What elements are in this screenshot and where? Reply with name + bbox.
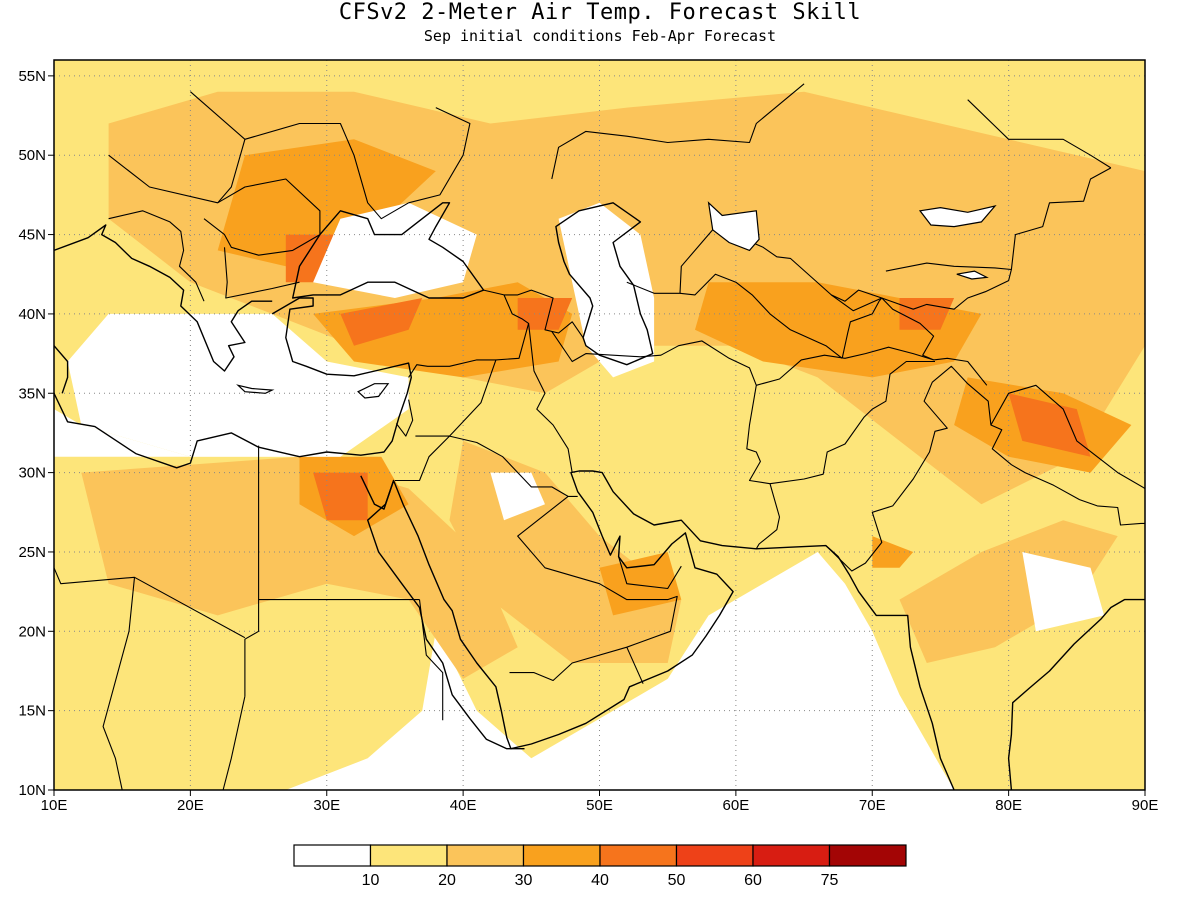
colorbar-label: 75 (821, 872, 839, 889)
chart-subtitle: Sep initial conditions Feb-Apr Forecast (423, 27, 777, 45)
country-border (509, 495, 678, 682)
skill-region (1022, 552, 1105, 632)
colorbar-label: 20 (438, 872, 456, 889)
skill-region (313, 282, 573, 378)
coastline (367, 480, 525, 750)
skill-region (340, 298, 423, 346)
skill-region (872, 536, 914, 568)
country-border (626, 226, 935, 361)
country-border (881, 262, 1012, 310)
colorbar-swatch (599, 844, 678, 867)
country-border (679, 273, 843, 359)
country-border (769, 360, 935, 485)
skill-region (899, 298, 955, 330)
country-border (54, 567, 246, 639)
coastlines-borders (54, 83, 1145, 790)
colorbar-swatch (752, 844, 831, 867)
country-border (551, 331, 781, 550)
y-tick-label: 45N (18, 227, 46, 244)
country-border (102, 577, 136, 790)
island (357, 383, 390, 399)
x-tick-label: 70E (859, 797, 886, 814)
country-border (618, 556, 682, 590)
y-tick-label: 25N (18, 544, 46, 561)
x-tick-label: 20E (177, 797, 204, 814)
x-tick-label: 90E (1132, 797, 1159, 814)
country-border (418, 599, 444, 721)
skill-region (217, 139, 436, 267)
lake (918, 205, 997, 228)
x-tick-label: 80E (995, 797, 1022, 814)
colorbar-label: 50 (668, 872, 686, 889)
y-tick-label: 40N (18, 306, 46, 323)
country-border (408, 107, 471, 204)
skill-region (899, 520, 1118, 663)
country-border (831, 289, 883, 359)
x-tick-label: 30E (313, 797, 340, 814)
coastline (54, 224, 273, 372)
y-tick-label: 10N (18, 782, 46, 799)
country-border (483, 289, 584, 339)
y-tick-label: 20N (18, 623, 46, 640)
colorbar-swatch (293, 844, 372, 867)
x-tick-label: 60E (723, 797, 750, 814)
country-border (448, 359, 578, 497)
colorbar-label: 30 (515, 872, 533, 889)
colorbar-swatch (369, 844, 448, 867)
country-border (223, 247, 300, 299)
x-tick-label: 10E (41, 797, 68, 814)
colorbar-label: 60 (744, 872, 762, 889)
x-tick-label: 50E (586, 797, 613, 814)
skill-region (313, 472, 368, 521)
coastline (54, 345, 69, 394)
colorbar-label: 10 (362, 872, 380, 889)
axis-ticks: 10E 20E 30E 40E 50E 60E 70E 80E 90E 10N 15N 20N 25N 3… (18, 68, 1158, 814)
country-border (967, 99, 1112, 169)
lake (956, 270, 989, 280)
y-tick-label: 50N (18, 147, 46, 164)
country-border (244, 445, 260, 697)
country-border (528, 323, 573, 473)
country-border (626, 646, 644, 684)
colorbar-label: 40 (591, 872, 609, 889)
skill-region (81, 456, 518, 679)
country-border (551, 83, 805, 180)
country-border (244, 122, 409, 220)
coastline (54, 297, 412, 469)
colorbar-swatch (522, 844, 601, 867)
country-border (825, 365, 1145, 572)
country-border (108, 91, 246, 204)
colorbar-swatch (828, 844, 907, 867)
coastline (555, 202, 654, 366)
colorbar-swatch (675, 844, 754, 867)
country-border (990, 384, 1145, 489)
country-border (394, 435, 451, 482)
country-border (756, 346, 934, 386)
x-tick-label: 40E (450, 797, 477, 814)
colorbar: 10 20 30 40 50 60 75 (293, 844, 907, 889)
country-border (203, 178, 321, 256)
y-tick-label: 55N (18, 68, 46, 85)
skill-region (558, 202, 655, 378)
y-tick-label: 30N (18, 465, 46, 482)
colorbar-swatch (446, 844, 525, 867)
country-border (1010, 167, 1112, 270)
island (236, 384, 275, 394)
coastline (292, 202, 485, 299)
country-border (933, 357, 988, 386)
country-border (108, 210, 205, 302)
country-border (222, 696, 246, 790)
country-border (395, 399, 414, 437)
y-tick-label: 35N (18, 385, 46, 402)
lake (707, 201, 760, 252)
skill-region (1008, 393, 1091, 457)
coastline (1007, 598, 1145, 790)
chart-title: CFSv2 2-Meter Air Temp. Forecast Skill (338, 0, 862, 25)
y-tick-label: 15N (18, 703, 46, 720)
skill-region (490, 472, 545, 521)
